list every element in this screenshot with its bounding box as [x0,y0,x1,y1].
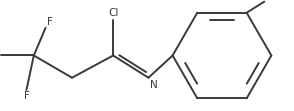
Text: Cl: Cl [265,0,276,1]
Text: Cl: Cl [108,8,118,18]
Text: F: F [46,17,52,27]
Text: N: N [151,80,158,90]
Text: F: F [24,91,29,101]
Text: F: F [0,51,1,60]
